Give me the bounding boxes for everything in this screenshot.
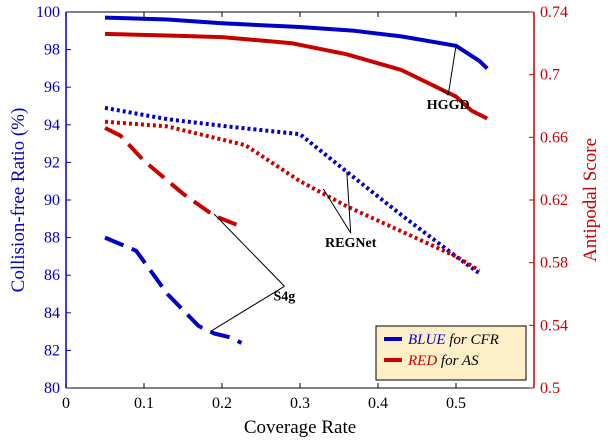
series-line-regnet-cfr <box>104 105 481 275</box>
y-right-tick-label: 0.7 <box>540 67 560 84</box>
legend: BLUE for CFR RED for AS <box>375 325 527 381</box>
annotation-leader-regnet-0 <box>346 171 352 234</box>
series-layer <box>104 15 489 345</box>
annotation-leader-hggd-0 <box>447 45 457 96</box>
legend-emph-red: RED <box>407 353 437 369</box>
y-left-tick-label: 90 <box>44 192 60 209</box>
legend-label-blue: BLUE for CFR <box>408 332 499 348</box>
y-left-tick-label: 98 <box>44 42 60 59</box>
x-axis-title: Coverage Rate <box>244 417 356 438</box>
x-tick-label: 0.4 <box>368 395 388 412</box>
y-left-tick-label: 86 <box>44 267 60 284</box>
x-tick-label: 0 <box>62 395 70 412</box>
annotation-layer: HGGD REGNet S4g <box>210 45 470 333</box>
series-line-s4g-as <box>104 126 239 227</box>
y-left-tick-label: 82 <box>44 342 60 359</box>
annotation-leader-hggd-1 <box>440 88 449 96</box>
y-left-tick-label: 84 <box>44 305 60 322</box>
plot-background <box>66 12 534 388</box>
legend-label-red: RED for AS <box>407 353 479 369</box>
x-tick-label: 0.3 <box>290 395 310 412</box>
y-right-axis-title: Antipodal Score <box>580 138 601 262</box>
x-tick-label: 0.1 <box>134 395 154 412</box>
legend-rest-blue: for CFR <box>446 332 499 348</box>
y-left-tick-label: 88 <box>44 230 60 247</box>
y-right-tick-label: 0.58 <box>540 255 568 272</box>
y-right-tick-label: 0.74 <box>540 4 568 21</box>
y-right-tick-label: 0.62 <box>540 192 568 209</box>
y-right-tick-label: 0.54 <box>540 317 568 334</box>
y-right-tick-label: 0.66 <box>540 129 568 146</box>
series-line-hggd-cfr <box>104 15 489 70</box>
axes-layer: 0 0.1 0.2 0.3 0.4 0.5 80 82 84 86 88 90 92 94 96 98 100 0… <box>8 4 601 438</box>
y-left-tick-label: 92 <box>44 154 60 171</box>
annotation-regnet: REGNet <box>325 236 377 251</box>
annotation-leader-regnet-1 <box>322 188 352 234</box>
annotation-hggd: HGGD <box>427 98 470 113</box>
legend-box <box>375 325 527 381</box>
plot-area <box>66 12 534 388</box>
x-tick-label: 0.5 <box>446 395 466 412</box>
y-left-tick-label: 100 <box>36 4 60 21</box>
annotation-s4g: S4g <box>274 289 296 304</box>
y-left-axis-title: Collision-free Ratio (%) <box>8 108 29 293</box>
y-left-tick-label: 80 <box>44 380 60 397</box>
series-line-s4g-cfr <box>104 235 243 345</box>
legend-emph-blue: BLUE <box>408 332 446 348</box>
annotation-leader-s4g-1 <box>213 213 285 287</box>
series-line-regnet-as <box>104 119 481 273</box>
y-left-tick-label: 94 <box>44 117 60 134</box>
y-left-tick-label: 96 <box>44 79 60 96</box>
annotation-leader-s4g-0 <box>210 285 285 333</box>
x-tick-label: 0.2 <box>212 395 232 412</box>
series-line-hggd-as <box>104 31 489 121</box>
y-right-tick-label: 0.5 <box>540 380 560 397</box>
legend-rest-red: for AS <box>437 353 479 369</box>
